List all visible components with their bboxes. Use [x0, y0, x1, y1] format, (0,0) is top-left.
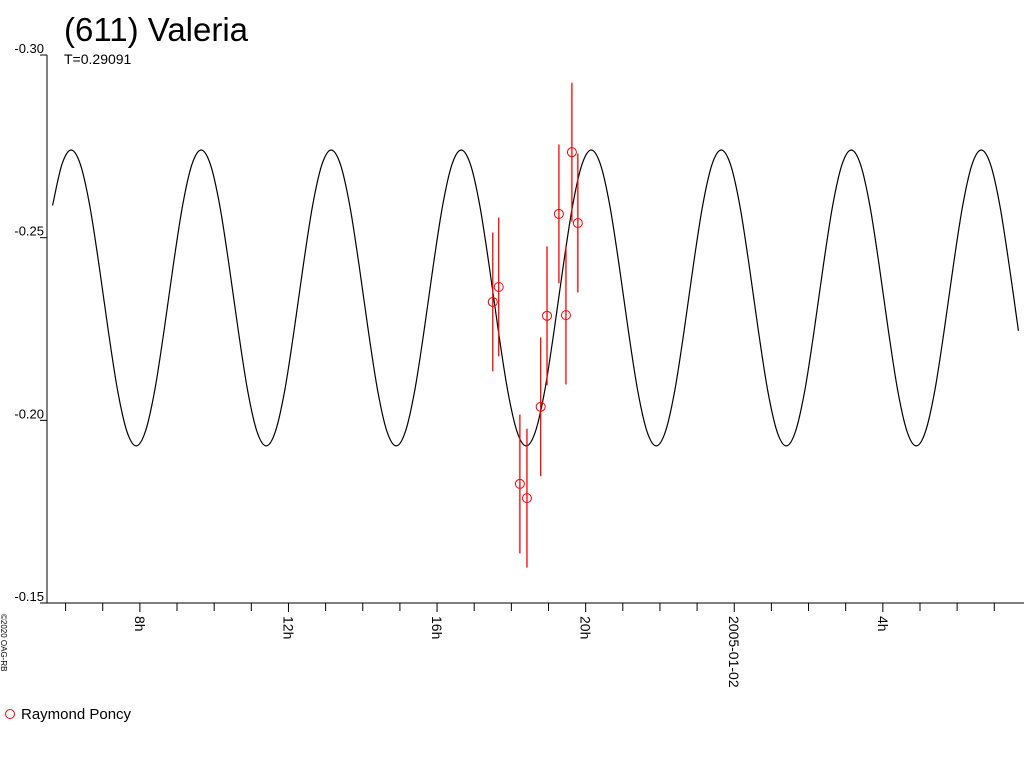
data-point — [535, 401, 546, 412]
x-tick-label: 4h — [875, 616, 891, 632]
data-point — [521, 493, 532, 504]
copyright: ©2020 OAG-RB — [0, 614, 8, 671]
x-tick-label: 12h — [280, 616, 296, 639]
data-point — [566, 147, 577, 158]
chart-title: (611) Valeria — [64, 11, 249, 48]
data-point — [560, 310, 571, 321]
x-tick-label: 20h — [578, 616, 594, 639]
x-tick-label: 16h — [429, 616, 445, 639]
model-curve — [51, 149, 1020, 447]
x-tick-label: 8h — [132, 616, 148, 632]
legend-marker — [5, 709, 15, 719]
y-tick-label: -0.15 — [14, 589, 44, 604]
data-point — [493, 281, 504, 292]
data-point — [487, 296, 498, 307]
data-point — [514, 478, 525, 489]
data-point — [553, 208, 564, 219]
y-tick-label: -0.30 — [14, 41, 44, 56]
y-tick-label: -0.25 — [14, 224, 44, 239]
x-tick-label: 2005-01-02 — [726, 616, 742, 688]
y-tick-label: -0.20 — [14, 406, 44, 421]
legend-label: Raymond Poncy — [21, 706, 132, 723]
data-point — [572, 218, 583, 229]
data-point — [542, 310, 553, 321]
chart-subtitle: T=0.29091 — [64, 51, 132, 67]
